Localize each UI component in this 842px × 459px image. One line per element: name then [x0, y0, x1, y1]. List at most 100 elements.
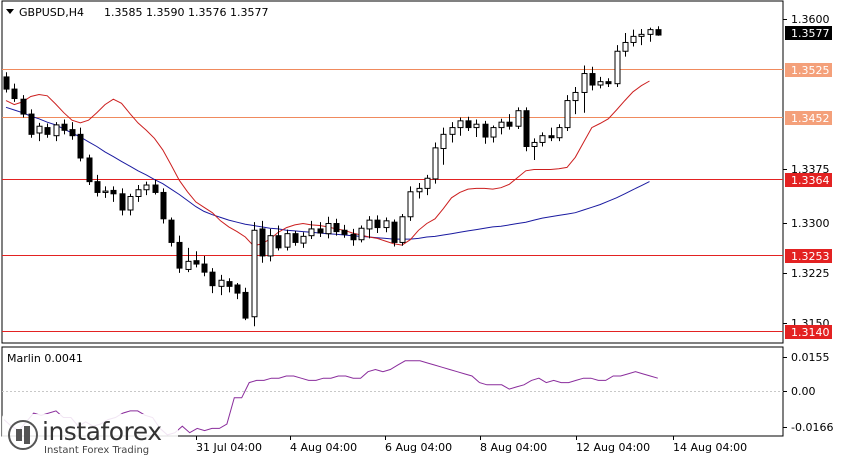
candle-body: [383, 220, 390, 229]
candle: [556, 124, 563, 142]
candle: [110, 186, 117, 202]
candle-body: [127, 195, 134, 211]
candle-body: [325, 223, 332, 235]
candle: [465, 116, 472, 131]
candle: [251, 222, 258, 327]
candle-body: [432, 147, 439, 180]
candle: [275, 225, 282, 251]
level-badge-text: 1.3140: [791, 326, 830, 339]
candle: [572, 87, 579, 115]
indicator-label: Marlin 0.0041: [7, 352, 83, 365]
price-axis: 1.3600 1.3375 1.3300 1.3225 1.3150: [783, 13, 830, 330]
candle-body: [597, 81, 604, 86]
candle-body: [102, 190, 109, 193]
candle: [374, 215, 381, 233]
candle-body: [209, 271, 216, 287]
candle-body: [449, 127, 456, 135]
candle: [366, 216, 373, 239]
candle-body: [119, 193, 126, 211]
candle-body: [465, 120, 472, 129]
level-badge: [785, 173, 832, 187]
candle-body: [374, 219, 381, 229]
candle: [341, 224, 348, 238]
candle-body: [86, 157, 93, 183]
candle-body: [292, 233, 299, 243]
candle-body: [53, 124, 60, 137]
candle-body: [333, 223, 340, 233]
candle: [490, 125, 497, 143]
candle-body: [69, 129, 76, 137]
candle: [193, 251, 200, 268]
candle-body: [457, 120, 464, 129]
candle-body: [416, 187, 423, 193]
candle: [383, 217, 390, 233]
candle-body: [506, 121, 513, 127]
candle: [589, 66, 596, 91]
level-badge: [785, 249, 832, 263]
logo-mark-icon: [8, 420, 38, 450]
candle-body: [135, 189, 142, 197]
candle-body: [548, 135, 555, 139]
candle-body: [275, 235, 282, 249]
logo-tagline: Instant Forex Trading: [44, 445, 150, 456]
candle: [20, 95, 27, 118]
candle: [143, 181, 150, 196]
candle-body: [284, 233, 291, 248]
candle-body: [515, 110, 522, 127]
indicator-tick: 0.0155: [791, 351, 830, 364]
candle-body: [572, 91, 579, 102]
candle: [473, 119, 480, 138]
time-label: 31 Jul 04:00: [196, 441, 262, 454]
candle: [127, 193, 134, 216]
candle-body: [143, 184, 150, 191]
candle-body: [94, 181, 101, 193]
time-label: 4 Aug 04:00: [290, 441, 357, 454]
candle: [317, 222, 324, 238]
candle: [622, 33, 629, 57]
candle-body: [267, 235, 274, 257]
level-badge: [785, 63, 832, 77]
candle-body: [242, 291, 249, 319]
candle: [358, 225, 365, 243]
candle-body: [300, 235, 307, 244]
candle: [36, 122, 43, 142]
candle: [135, 185, 142, 202]
candle: [94, 174, 101, 197]
candle-body: [424, 177, 431, 189]
candle: [292, 230, 299, 246]
candle: [655, 26, 662, 36]
instaforex-logo: instaforex Instant Forex Trading: [2, 414, 178, 458]
candle: [424, 174, 431, 196]
candle-body: [556, 127, 563, 139]
candle: [3, 72, 10, 93]
candle: [391, 219, 398, 247]
candles: [3, 26, 662, 327]
candle: [399, 214, 406, 246]
candle-body: [399, 216, 406, 243]
price-badges: 1.3577 1.3525 1.3452 1.3364 1.3253 1.314…: [785, 26, 832, 339]
candle-body: [11, 88, 18, 100]
candle: [259, 220, 266, 263]
candle: [160, 188, 167, 224]
level-badge-text: 1.3452: [791, 112, 830, 125]
candle-body: [523, 110, 530, 148]
candle-body: [531, 141, 538, 148]
candle: [498, 118, 505, 135]
price-pane[interactable]: [1, 0, 784, 344]
candle-body: [498, 121, 505, 129]
candle: [548, 127, 555, 142]
candle: [564, 95, 571, 131]
current-price-badge: [785, 26, 832, 40]
candle-body: [36, 125, 43, 134]
candle-body: [168, 219, 175, 243]
candle: [333, 218, 340, 236]
price-tick: 1.3225: [791, 267, 830, 280]
candle: [86, 154, 93, 186]
dropdown-triangle-icon[interactable]: [6, 9, 14, 14]
candle-body: [218, 279, 225, 287]
ohlc-values: 1.3585 1.3590 1.3576 1.3577: [104, 6, 268, 19]
candle: [457, 117, 464, 136]
time-axis: 31 Jul 04:00 4 Aug 04:00 6 Aug 04:00 8 A…: [196, 436, 747, 454]
candle-body: [589, 73, 596, 86]
candle-body: [581, 73, 588, 93]
